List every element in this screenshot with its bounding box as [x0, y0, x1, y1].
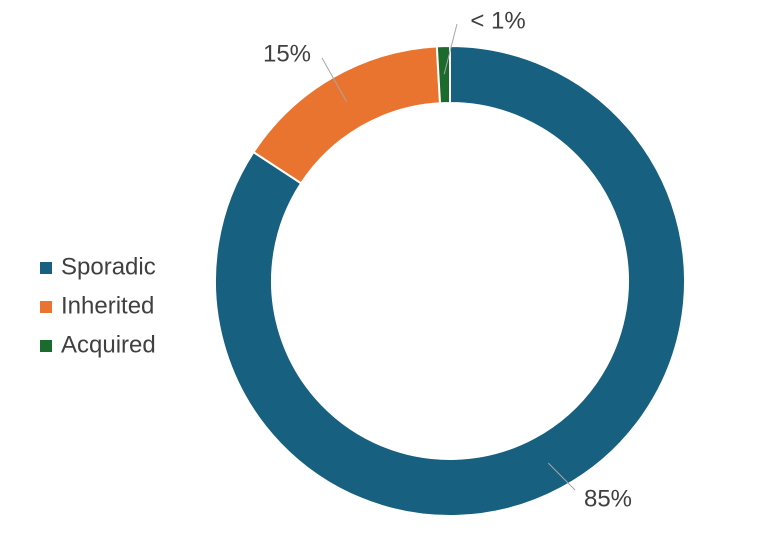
data-label: 85% — [584, 485, 632, 512]
leader-line — [547, 462, 576, 491]
donut-slice — [214, 44, 686, 517]
legend-label: Acquired — [61, 331, 156, 358]
leader-line — [443, 23, 458, 75]
data-label: 15% — [263, 40, 311, 67]
legend-label: Inherited — [61, 292, 154, 319]
leader-line — [321, 57, 348, 102]
data-label: < 1% — [470, 7, 525, 34]
legend-swatch — [40, 262, 52, 274]
legend-label: Sporadic — [61, 253, 156, 280]
legend-swatch — [40, 340, 52, 352]
donut-slice — [435, 44, 451, 105]
legend-swatch — [40, 301, 52, 313]
